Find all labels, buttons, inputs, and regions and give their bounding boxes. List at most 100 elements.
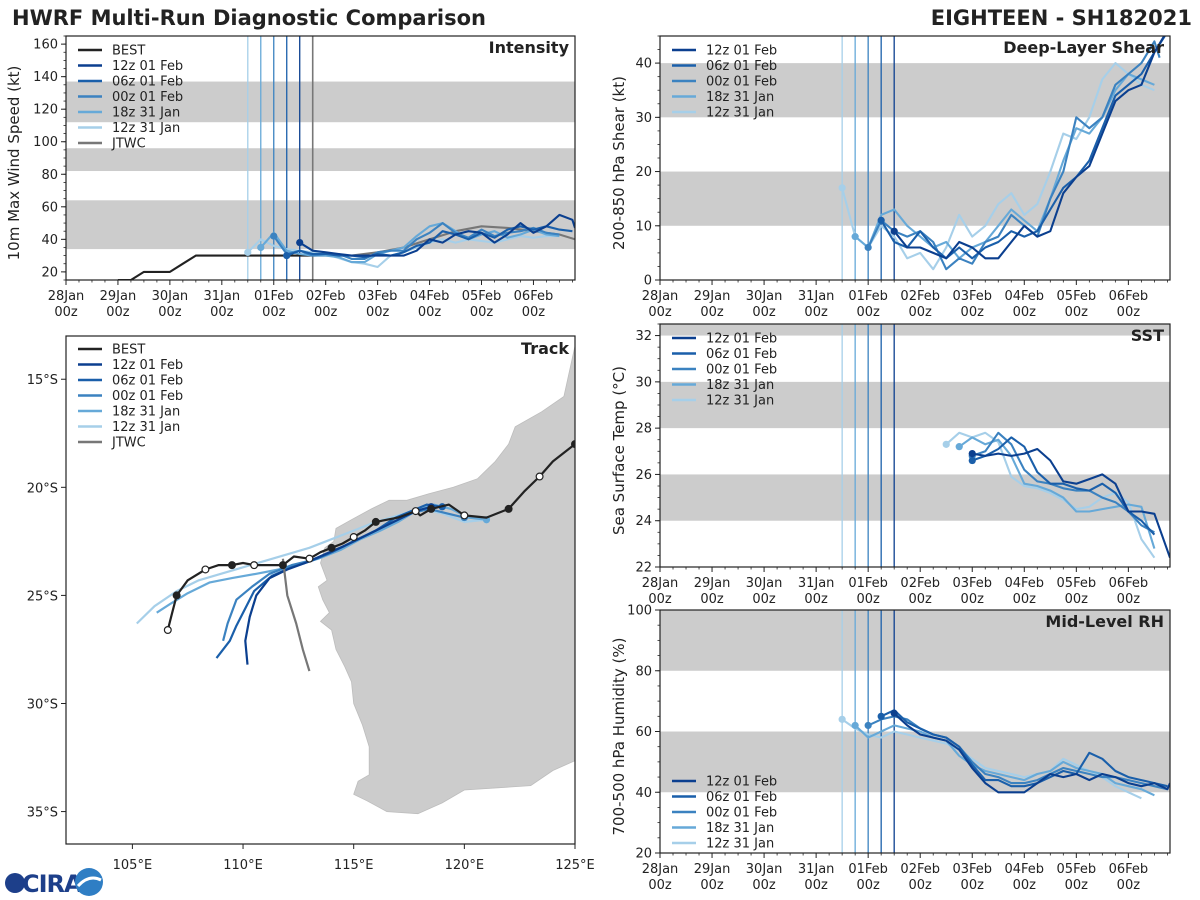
track-best-marker <box>227 561 236 570</box>
intensity-series-best <box>117 254 313 280</box>
rh-legend-label-12z-31-jan: 12z 31 Jan <box>706 837 774 852</box>
track-best-marker <box>278 561 287 570</box>
intensity-xtick-day-label: 29Jan <box>100 289 137 304</box>
sst-ylabel: Sea Surface Temp (°C) <box>610 366 628 535</box>
rh-series-group <box>838 709 1170 800</box>
intensity-xtick-day-label: 30Jan <box>152 289 189 304</box>
rh-panel: 2040608010028Jan00z29Jan00z30Jan00z31Jan… <box>610 604 1171 893</box>
rh-xtick-hour-label: 00z <box>700 878 724 893</box>
shear-xtick-hour-label: 00z <box>909 305 933 320</box>
rh-band-1 <box>660 610 1170 671</box>
intensity-legend-label-06z-01-feb: 06z 01 Feb <box>112 75 183 90</box>
rh-legend-label-06z-01-feb: 06z 01 Feb <box>706 790 777 805</box>
sst-init-dot-12z-31-jan <box>942 440 950 448</box>
shear-xtick-day-label: 31Jan <box>798 289 835 304</box>
track-map-layer <box>136 344 575 815</box>
rh-series-12z-01-feb <box>893 712 1170 794</box>
sst-band-0 <box>660 474 1170 521</box>
track-xtick-label: 125°E <box>555 858 595 873</box>
track-legend-label-00z-01-feb: 00z 01 Feb <box>112 389 183 404</box>
rh-ytick-label: 80 <box>635 664 652 679</box>
sst-xtick-hour-label: 00z <box>1013 592 1037 607</box>
sst-ytick-label: 24 <box>635 514 652 529</box>
rh-xtick-hour-label: 00z <box>856 878 880 893</box>
sst-xtick-day-label: 03Feb <box>952 576 992 591</box>
sst-xtick-day-label: 04Feb <box>1005 576 1045 591</box>
rh-ytick-label: 60 <box>635 725 652 740</box>
shear-legend-label-06z-01-feb: 06z 01 Feb <box>706 59 777 74</box>
shear-xtick-hour-label: 00z <box>804 305 828 320</box>
rh-init-dot-06z-01-feb <box>877 712 885 720</box>
intensity-band-1 <box>66 148 575 172</box>
shear-init-dot-12z-01-feb <box>890 227 898 235</box>
shear-series-00z-01-feb <box>867 40 1161 271</box>
track-best-marker <box>172 591 181 600</box>
shear-init-dot-00z-01-feb <box>864 243 872 252</box>
sst-band-2 <box>660 324 1170 336</box>
sst-xtick-day-label: 02Feb <box>900 576 940 591</box>
rh-xtick-hour-label: 00z <box>1065 878 1089 893</box>
track-legend-label-06z-01-feb: 06z 01 Feb <box>112 374 183 389</box>
intensity-xtick-hour-label: 00z <box>522 305 546 320</box>
sst-xtick-hour-label: 00z <box>700 592 724 607</box>
sst-xtick-day-label: 30Jan <box>746 576 783 591</box>
shear-legend-label-12z-01-feb: 12z 01 Feb <box>706 44 777 59</box>
intensity-ytick-label: 140 <box>33 70 58 85</box>
shear-band-0 <box>660 171 1170 226</box>
shear-init-dot-18z-31-jan <box>851 233 859 241</box>
rh-ytick-label: 40 <box>635 786 652 801</box>
rh-init-dot-00z-01-feb <box>864 721 872 730</box>
logo-globe-left <box>5 873 25 893</box>
sst-legend-label-12z-31-jan: 12z 31 Jan <box>706 394 774 409</box>
rh-title: Mid-Level RH <box>1045 612 1164 631</box>
sst-panel: 22242628303228Jan00z29Jan00z30Jan00z31Ja… <box>610 323 1171 607</box>
track-xtick-label: 115°E <box>334 858 374 873</box>
sst-xtick-day-label: 01Feb <box>848 576 888 591</box>
shear-legend-label-12z-31-jan: 12z 31 Jan <box>706 106 774 121</box>
sst-ytick-label: 32 <box>635 329 652 344</box>
shear-xtick-hour-label: 00z <box>752 305 776 320</box>
track-ytick-label: 25°S <box>27 589 58 604</box>
track-best-marker <box>535 472 544 481</box>
intensity-xtick-day-label: 05Feb <box>462 289 502 304</box>
intensity-xtick-day-label: 04Feb <box>410 289 450 304</box>
logo-text: CIRA <box>22 870 83 898</box>
intensity-ytick-label: 80 <box>41 168 58 183</box>
rh-legend-label-18z-31-jan: 18z 31 Jan <box>706 821 774 836</box>
figure-title: HWRF Multi-Run Diagnostic Comparison <box>12 6 486 30</box>
rh-ytick-label: 100 <box>627 604 652 619</box>
track-best-marker <box>201 565 210 574</box>
track-series-12z-01-feb <box>244 505 432 665</box>
shear-ytick-label: 40 <box>635 57 652 72</box>
shear-xtick-day-label: 30Jan <box>746 289 783 304</box>
shear-series-12z-01-feb <box>893 36 1166 260</box>
track-best-marker <box>250 561 259 570</box>
track-legend-label-18z-31-jan: 18z 31 Jan <box>112 405 180 420</box>
rh-xtick-day-label: 29Jan <box>694 862 731 877</box>
intensity-init-dot-12z-01-feb <box>296 238 304 247</box>
sst-xtick-hour-label: 00z <box>856 592 880 607</box>
logo-globe-right <box>75 868 103 896</box>
shear-ytick-label: 20 <box>635 165 652 180</box>
track-best-marker <box>349 533 358 542</box>
shear-legend-label-00z-01-feb: 00z 01 Feb <box>706 75 777 90</box>
shear-series-group <box>838 36 1166 271</box>
sst-band-1 <box>660 381 1170 429</box>
intensity-ytick-label: 20 <box>41 265 58 280</box>
rh-xtick-day-label: 30Jan <box>746 862 783 877</box>
intensity-ytick-label: 100 <box>33 135 58 150</box>
rh-xtick-day-label: 05Feb <box>1057 862 1097 877</box>
track-frame <box>65 335 576 845</box>
rh-band-0 <box>660 731 1170 793</box>
intensity-xtick-hour-label: 00z <box>158 305 182 320</box>
shear-ylabel: 200-850 hPa Shear (kt) <box>610 76 628 250</box>
sst-ytick-label: 22 <box>635 561 652 576</box>
shear-init-dot-12z-31-jan <box>838 184 846 192</box>
sst-xtick-hour-label: 00z <box>1117 592 1141 607</box>
shear-xtick-hour-label: 00z <box>856 305 880 320</box>
sst-xtick-day-label: 05Feb <box>1057 576 1097 591</box>
track-series-jtwc <box>281 558 311 672</box>
intensity-ytick-label: 60 <box>41 200 58 215</box>
shear-xtick-day-label: 01Feb <box>848 289 888 304</box>
sst-xtick-day-label: 06Feb <box>1109 576 1149 591</box>
